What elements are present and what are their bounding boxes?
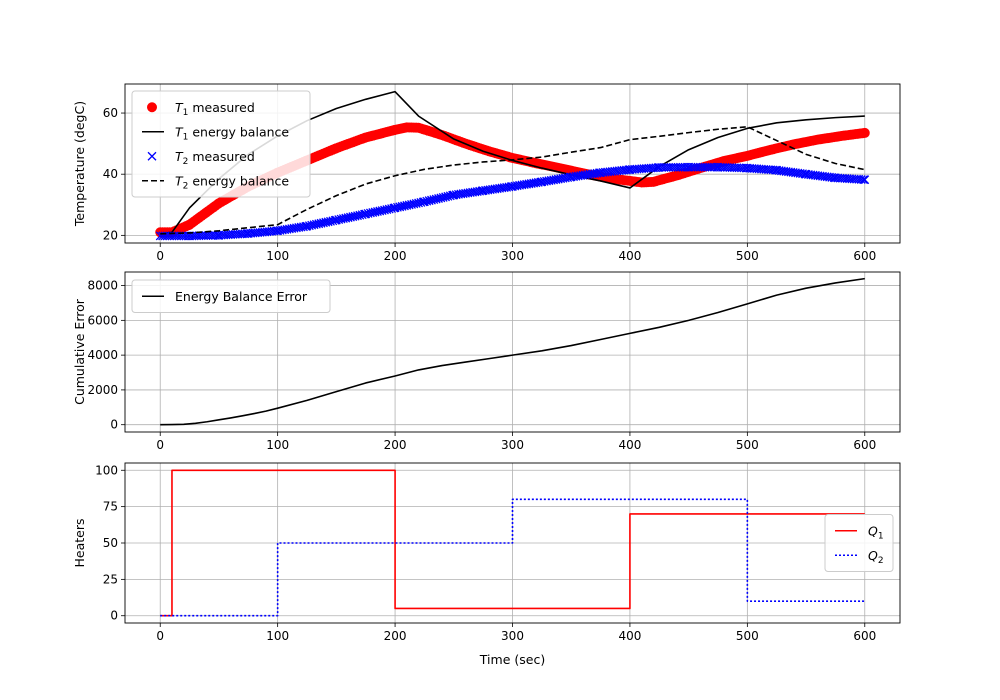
x-tick-label: 400 [618,249,641,263]
legend-marker [147,151,157,161]
legend-label-base: T [175,149,184,164]
legend-label-base: T [175,173,184,188]
y-tick-label: 0 [110,609,118,623]
x-tick-label: 500 [736,629,759,643]
series-q1 [160,469,865,617]
legend-label: Q2 [868,548,884,566]
legend-label-subscript: 1 [878,531,884,541]
x-tick-label: 400 [618,438,641,452]
legend-box [131,279,331,313]
x-tick-label: 200 [384,629,407,643]
series-line [160,498,865,617]
subplot-3: 0 100 200 300 400 500 600 0 25 50 75 100 Heaters Time… [72,462,901,667]
series-q2 [160,498,865,617]
plot-area [160,277,865,426]
y-tick-label: 100 [95,463,118,477]
series-t2-energy-balance [160,126,865,235]
legend-label: Q1 [868,523,884,541]
series-line [160,277,865,426]
x-tick-label: 600 [853,629,876,643]
data-point [860,175,870,185]
series-line [160,469,865,617]
x-tick-label: 400 [618,629,641,643]
legend-label-rest: energy balance [188,124,289,139]
legend-label: T1 measured [175,100,255,118]
legend: Energy Balance Error [131,279,331,313]
x-tick-label: 100 [266,438,289,452]
legend-label-rest: energy balance [188,173,289,188]
data-point [856,175,866,184]
x-tick-label: 100 [266,629,289,643]
legend-box [131,90,311,198]
series-line [160,126,865,235]
y-tick-label: 0 [110,418,118,432]
plot-area [160,469,865,617]
x-tick-label: 300 [501,249,524,263]
legend-label-rest: measured [188,100,254,115]
x-tick-label: 600 [853,438,876,452]
subplot-2: 0 100 200 300 400 500 60002000400060008000Cumu… [72,271,901,452]
x-tick-label: 0 [156,629,164,643]
legend-label-base: Energy Balance Error [175,289,308,304]
y-tick-label: 20 [103,228,118,242]
y-tick-label: 50 [103,536,118,550]
data-point [859,127,870,138]
x-tick-label: 100 [266,249,289,263]
y-tick-label: 6000 [87,313,118,327]
x-tick-label: 600 [853,249,876,263]
legend-label-rest: measured [188,149,254,164]
legend-label: T2 energy balance [175,173,289,191]
x-tick-label: 300 [501,438,524,452]
y-tick-label: 75 [103,500,118,514]
legend-label: T1 energy balance [175,124,289,142]
series-energy-balance-error [160,277,865,426]
x-tick-label: 500 [736,249,759,263]
legend-label-subscript: 1 [183,108,189,118]
y-tick-label: 2000 [87,383,118,397]
y-tick-label: 25 [103,572,118,586]
legend-label-base: Q [868,548,878,563]
legend-label-base: T [175,124,184,139]
y-axis-label: Temperature (degC) [72,101,87,227]
x-tick-label: 200 [384,438,407,452]
legend-label-base: Q [868,523,878,538]
y-axis-label: Heaters [72,519,87,568]
legend-label: Energy Balance Error [175,289,308,304]
legend-label-base: T [175,100,184,115]
legend-label-subscript: 2 [183,181,189,191]
legend-box [824,514,894,572]
y-tick-label: 40 [103,167,118,181]
axes-frame [124,271,901,433]
legend-label-subscript: 2 [878,556,884,566]
subplot-1: 0 100 200 300 400 500 600 20 40 60 Temperature (de… [72,83,901,263]
axes-frame [124,83,901,244]
x-tick-label: 0 [156,438,164,452]
y-tick-label: 4000 [87,348,118,362]
y-tick-label: 8000 [87,279,118,293]
x-tick-label: 200 [384,249,407,263]
series-t2-measured [155,162,870,241]
y-tick-label: 60 [103,106,118,120]
axes-frame [124,462,901,624]
legend-label-subscript: 2 [183,157,189,167]
data-point [859,175,869,185]
x-tick-label: 500 [736,438,759,452]
x-axis-label: Time (sec) [479,652,545,667]
y-axis-label: Cumulative Error [72,298,87,405]
legend-marker [147,102,157,113]
x-tick-label: 300 [501,629,524,643]
x-tick-label: 0 [156,249,164,263]
legend-label: T2 measured [175,149,255,167]
legend-label-subscript: 1 [183,132,189,142]
